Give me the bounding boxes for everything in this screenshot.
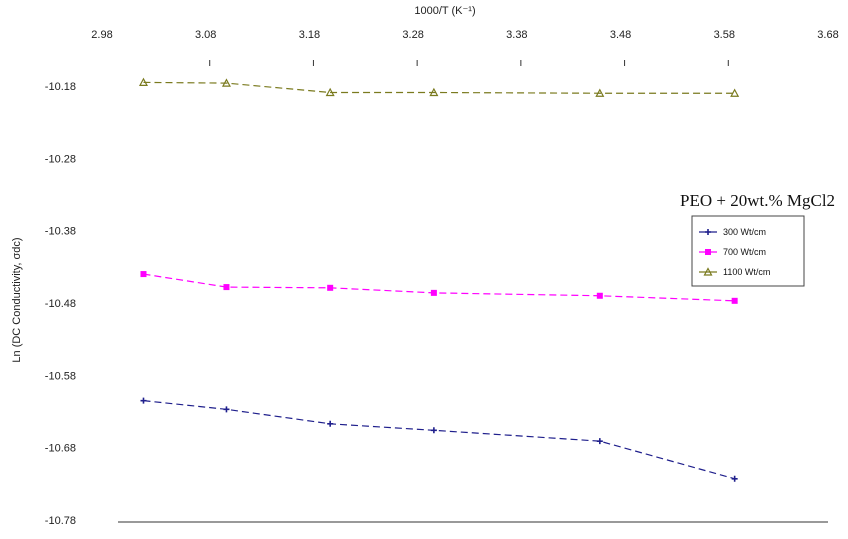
x-tick-label: 3.18 xyxy=(299,29,320,41)
legend-label: 700 Wt/cm xyxy=(723,247,766,257)
data-point xyxy=(140,271,147,278)
legend-label: 1100 Wt/cm xyxy=(723,267,770,277)
data-point xyxy=(596,438,603,445)
legend-marker xyxy=(703,267,713,276)
data-point xyxy=(221,78,231,87)
series-1 xyxy=(140,397,738,482)
data-point xyxy=(731,297,738,304)
x-axis-ticks: 2.98 3.08 3.18 3.28 3.38 3.48 3.58 3.68 xyxy=(91,29,839,66)
y-tick-label: -10.68 xyxy=(45,443,76,455)
data-point xyxy=(325,87,335,97)
x-tick-label: 3.28 xyxy=(402,29,423,41)
legend-label: 300 Wt/cm xyxy=(723,227,766,237)
legend: PEO + 20wt.% MgCl2 300 Wt/cm 700 Wt/cm 110… xyxy=(680,191,835,287)
x-tick-label: 2.98 xyxy=(91,29,112,41)
data-point xyxy=(327,284,334,291)
data-point xyxy=(429,87,439,97)
x-tick-label: 3.48 xyxy=(610,29,631,41)
x-tick-label: 3.38 xyxy=(506,29,527,41)
x-tick-label: 3.08 xyxy=(195,29,216,41)
y-tick-label: -10.58 xyxy=(45,370,76,382)
series-line xyxy=(143,81,735,94)
y-axis-title: Ln (DC Conductivity, σdc) xyxy=(11,237,23,362)
data-point xyxy=(731,475,738,482)
legend-entries: 300 Wt/cm 700 Wt/cm 1100 Wt/cm xyxy=(699,227,770,277)
data-point xyxy=(140,397,147,404)
legend-title: PEO + 20wt.% MgCl2 xyxy=(680,191,835,210)
x-tick-label: 3.58 xyxy=(714,29,735,41)
x-tick-label: 3.68 xyxy=(817,29,838,41)
x-axis-title: 1000/T (K⁻¹) xyxy=(414,5,475,17)
y-axis-ticks: -10.18 -10.28 -10.38 -10.48 -10.58 -10.68 -10.… xyxy=(45,81,76,527)
series-line xyxy=(143,273,735,302)
data-point xyxy=(223,284,230,291)
legend-marker xyxy=(705,249,711,255)
series-line xyxy=(143,400,735,480)
series-3 xyxy=(138,77,740,97)
data-point xyxy=(223,406,230,413)
y-tick-label: -10.18 xyxy=(45,81,76,93)
y-tick-label: -10.38 xyxy=(45,226,76,238)
y-tick-label: -10.78 xyxy=(45,515,76,527)
series-layer xyxy=(138,77,740,482)
data-point xyxy=(595,88,605,97)
data-point xyxy=(430,289,437,296)
data-point xyxy=(596,292,603,299)
y-tick-label: -10.48 xyxy=(45,298,76,310)
data-point xyxy=(138,77,148,86)
legend-marker xyxy=(705,229,711,235)
y-tick-label: -10.28 xyxy=(45,153,76,165)
data-point xyxy=(327,420,334,427)
data-point xyxy=(730,88,740,97)
data-point xyxy=(430,427,437,434)
series-2 xyxy=(140,271,738,304)
